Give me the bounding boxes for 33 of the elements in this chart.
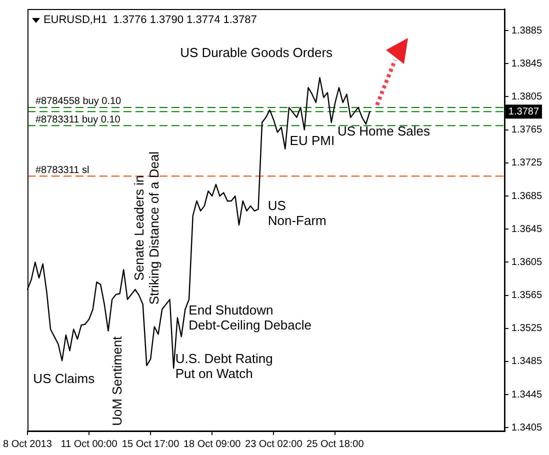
y-tick-label: 1.3565	[511, 290, 542, 302]
x-tick-label: 15 Oct 17:00	[122, 438, 180, 450]
x-tick-label: 8 Oct 2013	[3, 438, 52, 450]
text: EURUSD,H1 1.3776 1.3790 1.3774 1.3787	[43, 14, 257, 26]
y-tick-label: 1.3645	[511, 224, 542, 235]
ref-line-label: 1.3787	[508, 106, 540, 118]
y-tick-label: 1.3725	[511, 158, 542, 169]
annotation: UoM Sentiment	[109, 336, 124, 426]
annotation: Senate Leaders in Striking Distance of a Deal	[131, 151, 162, 305]
y-tick-label: 1.3845	[511, 58, 542, 70]
ref-line-label: #8784558 buy 0.10	[35, 96, 122, 108]
y-tick-label: 1.3525	[511, 323, 542, 334]
y-tick-label: 1.3445	[511, 389, 542, 400]
x-tick-label: 18 Oct 09:00	[183, 438, 242, 450]
ref-line-label: #8783311 buy 0.10	[35, 114, 121, 126]
x-tick-label: 25 Oct 18:00	[306, 438, 364, 450]
y-tick-label: 1.3605	[511, 256, 542, 268]
y-tick-label: 1.3685	[511, 190, 542, 202]
y-tick-label: 1.3485	[511, 356, 542, 368]
y-tick-label: 1.3805	[511, 91, 542, 102]
y-tick-label: 1.3405	[511, 422, 542, 434]
annotation: US Durable Goods Orders	[180, 45, 334, 60]
y-tick-label: 1.3765	[511, 124, 542, 136]
annotation: U.S. Debt Rating Put on Watch	[175, 351, 273, 382]
x-tick-label: 23 Oct 02:00	[244, 438, 303, 450]
annotation: US Non-Farm	[268, 198, 326, 228]
annotation: US Claims	[33, 370, 96, 386]
y-tick-label: 1.3885	[511, 25, 542, 36]
annotation: EU PMI	[290, 132, 335, 148]
annotation: End Shutdown Debt-Ceiling Debacle	[188, 302, 312, 332]
annotation: US Home Sales	[337, 124, 430, 139]
x-tick-label: 11 Oct 00:00	[60, 438, 118, 450]
ref-line-label: #8783311 sl	[35, 164, 90, 176]
